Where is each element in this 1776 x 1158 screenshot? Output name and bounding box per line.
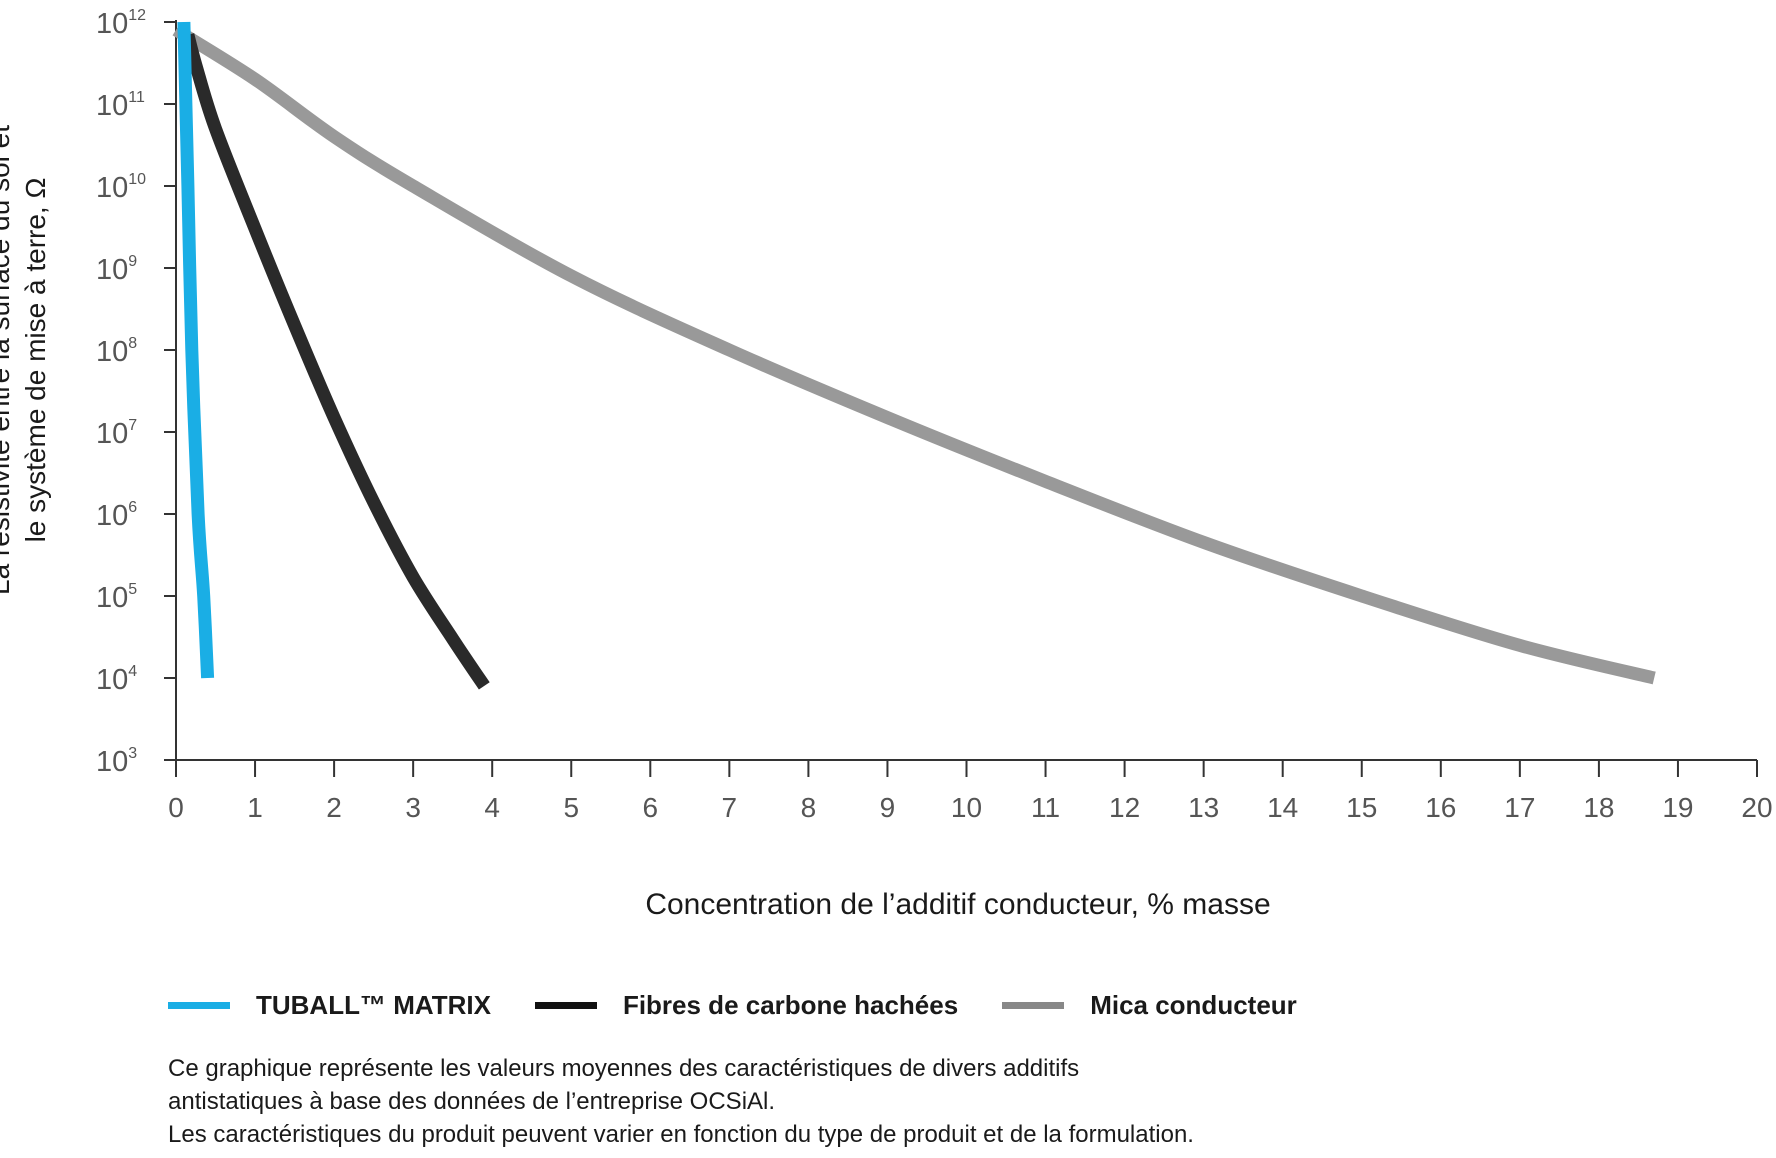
x-tick-label: 2 (326, 792, 342, 823)
x-tick-label: 8 (801, 792, 817, 823)
series-line-tuball (177, 21, 215, 679)
y-tick-label: 1012 (96, 7, 146, 40)
legend-item-carbon-fibre: Fibres de carbone hachées (534, 990, 959, 1021)
x-tick-label: 19 (1662, 792, 1693, 823)
y-tick-label: 109 (96, 253, 137, 286)
y-tick-label: 103 (96, 745, 137, 778)
y-tick-label: 108 (96, 335, 137, 368)
x-tick-label: 17 (1504, 792, 1535, 823)
y-tick-label: 107 (96, 417, 137, 450)
x-tick-label: 10 (951, 792, 982, 823)
x-tick-label: 5 (563, 792, 579, 823)
y-axis-title-line-1: La résistivité entre la surface du sol e… (0, 124, 15, 596)
x-tick-label: 13 (1188, 792, 1219, 823)
chart-notes: Ce graphique représente les valeurs moye… (168, 1052, 1194, 1151)
legend-swatch-mica (1002, 1002, 1065, 1009)
y-tick-label: 1010 (96, 171, 146, 204)
x-tick-label: 16 (1425, 792, 1456, 823)
legend-label-tuball: TUBALL™ MATRIX (256, 990, 491, 1020)
y-axis-title-line-2: le système de mise à terre, Ω (20, 177, 51, 543)
x-tick-label: 20 (1741, 792, 1772, 823)
y-tick-label: 1011 (96, 89, 145, 122)
x-tick-label: 1 (247, 792, 263, 823)
x-tick-label: 11 (1031, 792, 1060, 823)
legend: TUBALL™ MATRIX Fibres de carbone hachées… (168, 990, 1341, 1021)
note-line-1: Ce graphique représente les valeurs moye… (168, 1055, 1080, 1082)
x-tick-label: 14 (1267, 792, 1298, 823)
series-group (172, 21, 1656, 690)
x-tick-label: 18 (1583, 792, 1614, 823)
x-tick-label: 3 (405, 792, 421, 823)
x-tick-label: 4 (484, 792, 500, 823)
legend-item-mica: Mica conducteur (1002, 990, 1297, 1021)
series-line-mica (172, 24, 1656, 685)
legend-item-tuball: TUBALL™ MATRIX (168, 990, 491, 1021)
legend-label-mica: Mica conducteur (1090, 990, 1297, 1020)
legend-swatch-tuball (168, 1002, 230, 1009)
y-tick-label: 106 (96, 499, 137, 532)
x-tick-label: 0 (168, 792, 184, 823)
y-tick-label: 105 (96, 581, 137, 614)
note-line-3: Les caractéristiques du produit peuvent … (168, 1121, 1194, 1148)
x-tick-label: 7 (722, 792, 738, 823)
y-tick-label: 104 (96, 663, 137, 696)
legend-label-carbon-fibre: Fibres de carbone hachées (622, 990, 959, 1020)
x-tick-label: 9 (880, 792, 896, 823)
x-axis-title: Concentration de l’additif conducteur, %… (645, 888, 1271, 921)
note-line-2: antistatiques à base des données de l’en… (168, 1088, 776, 1115)
x-tick-label: 15 (1346, 792, 1377, 823)
series-line-carbon-fibre (181, 33, 490, 690)
legend-swatch-carbon-fibre (534, 1002, 597, 1009)
x-tick-label: 6 (643, 792, 659, 823)
x-tick-label: 12 (1109, 792, 1140, 823)
axes: 0 1 2 3 4 5 6 7 8 9 10 11 12 13 14 15 16 17 18 19 2010121011… (96, 7, 1773, 823)
